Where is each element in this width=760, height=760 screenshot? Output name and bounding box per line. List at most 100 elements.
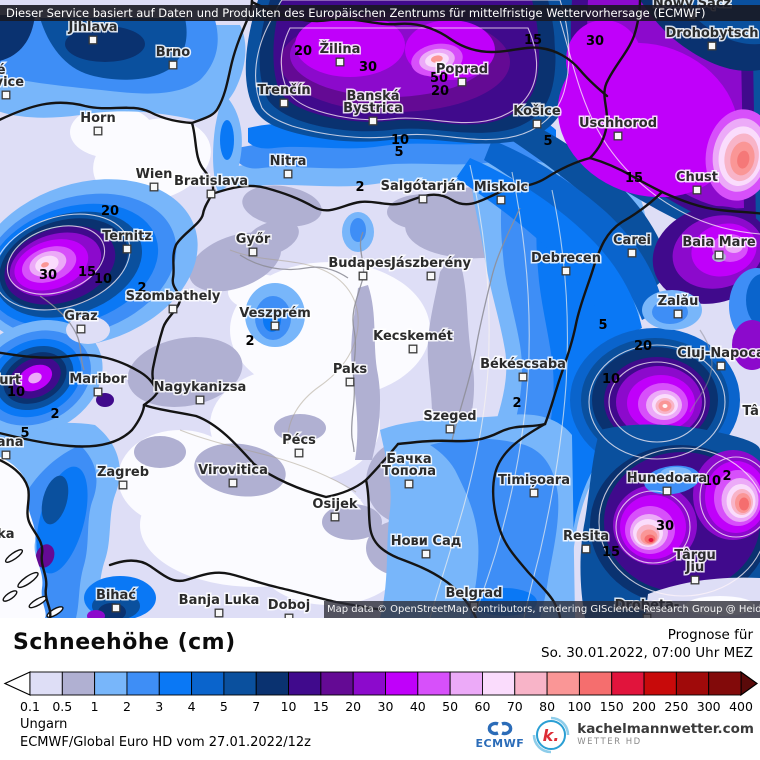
city-marker [518,372,528,382]
city-label: Szombathely [126,289,221,304]
city-label: Doboj [268,598,310,613]
city-label: Uschhorod [579,116,657,131]
city-osijek: Osijek [311,496,359,522]
legend-tick: 60 [475,699,491,714]
city-marker [662,486,672,496]
contour-value-label: 20 [431,84,449,99]
city-marker [330,512,340,522]
city-label: Ternitz [102,229,152,244]
city-label: Nagykanizsa [154,380,247,395]
city-marker [529,488,539,498]
logo-row: ECMWF k. kachelmannwetter.com WETTER HD [476,716,754,754]
city-label: Zalău [658,294,699,309]
city-marker [426,271,436,281]
legend-tick: 1 [91,699,99,714]
legend-tick: 7 [252,699,260,714]
city-marker [714,250,724,260]
contour-value-label: 50 [430,71,448,86]
model-run-label: ECMWF/Global Euro HD vom 27.01.2022/12z [20,735,311,750]
city-marker [581,544,591,554]
city-marker [358,271,368,281]
legend-tick: 300 [697,699,721,714]
legend-tick: 70 [507,699,523,714]
city-label: Graz [64,309,97,324]
city-label: Paks [333,362,368,377]
city-doboj: Doboj [266,597,312,618]
ecmwf-logo[interactable]: ECMWF [476,720,525,750]
contour-value-label: 10 [703,474,721,489]
city-brno: Brno [154,44,192,70]
legend-tick: 200 [632,699,656,714]
city-ko-ice: Košice [512,103,562,129]
legend-segment [29,671,63,696]
city-label: Brno [156,45,191,60]
contour-value-label: 10 [602,372,620,387]
contour-value-label: 2 [355,180,364,195]
city-nitra: Nitra [268,153,308,179]
contour-value-label: 15 [625,171,643,186]
city-label: Miskolc [474,180,529,195]
city-label: Wien [136,167,173,182]
legend-arrow-right [740,670,759,697]
city-horn: Horn [79,110,117,136]
legend-segment [708,671,742,696]
city-label: Chust [676,170,718,185]
ecmwf-icon [487,721,513,736]
city-marker [707,41,717,51]
city-veszpr-m: Veszprém [238,305,312,331]
city-marker [206,189,216,199]
legend-tick: 5 [220,699,228,714]
city-marker [418,194,428,204]
contour-value-label: 2 [137,281,146,296]
contour-value-label: 2 [50,407,59,422]
ecmwf-label: ECMWF [475,737,525,750]
city-label: Drohobytsch [665,26,758,41]
city-marker [716,361,726,371]
city-label: Бачка Топола [382,452,436,479]
contour-value-label: 15 [602,545,620,560]
city-chust: Chust [674,169,720,195]
city-wien: Wien [134,166,174,192]
forecast-label: Prognose für [667,627,753,643]
city-label: Žilina [320,41,361,57]
snow-fill-layer [0,0,760,618]
city-b-k-scsaba: Békéscsaba [479,356,567,382]
city-marker [228,478,238,488]
city-bansk-bystrica: Banská Bystrica [342,88,404,126]
city-marker [118,480,128,490]
city-marker [214,608,224,618]
legend-tick: 4 [188,699,196,714]
region-label: Ungarn [20,717,68,732]
legend-tick: 10 [281,699,297,714]
legend-segment [482,671,516,696]
legend-segment [320,671,354,696]
city-marker [335,57,345,67]
legend-tick: 100 [567,699,591,714]
legend-segment [514,671,548,696]
city-resita: Resita [561,528,611,554]
city-uschhorod: Uschhorod [577,115,659,141]
contour-value-label: 2 [245,334,254,349]
legend-segment [449,671,483,696]
city-biha: Bihać [94,587,138,613]
contour-value-label: 20 [294,44,312,59]
city-label: Békéscsaba [480,357,566,372]
legend-tick: 50 [442,699,458,714]
weather-map: 20 30 50 20 10 5 2 15 30 5 15 20 15 30 10 2 2 10 5 20 10 2 2 5 5… [0,0,760,618]
city-label: Resita [563,529,609,544]
city-marker [111,603,121,613]
city-jihlava: Jihlava [66,19,119,45]
city-gy-r: Győr [234,231,272,257]
legend-segment [223,671,257,696]
city-kecskem-t: Kecskemét [372,328,454,354]
city-marker [421,549,431,559]
legend-segment [255,671,289,696]
city-marker [168,304,178,314]
kachelmannwetter-logo[interactable]: k. kachelmannwetter.com WETTER HD [532,716,754,754]
city-label: Nitra [270,154,307,169]
city-label: Banská Bystrica [343,89,403,116]
contour-value-label: 30 [359,60,377,75]
city-marker [294,448,304,458]
